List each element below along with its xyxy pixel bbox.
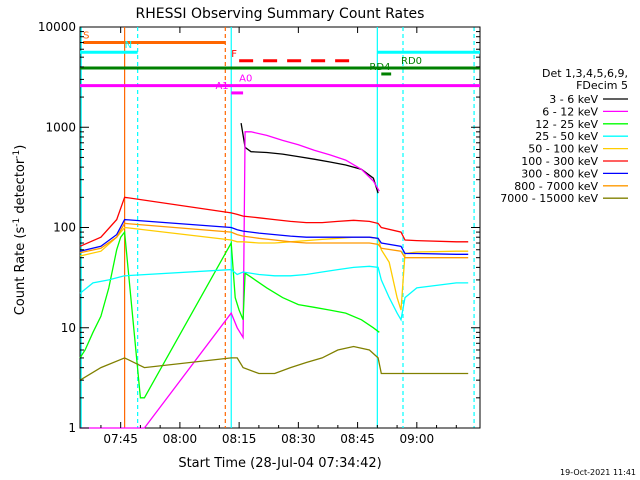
legend-label-5: 100 - 300 keV: [521, 155, 598, 168]
y-tick-label-4: 10000: [38, 20, 76, 34]
legend-label-0: 3 - 6 keV: [549, 93, 598, 106]
x-tick-label-5: 09:00: [400, 432, 435, 446]
y-axis-label-sup2: -1: [12, 150, 22, 159]
state-bar-label-3: F: [231, 49, 237, 60]
state-bar-label-7: A1: [215, 81, 228, 92]
y-tick-label-2: 100: [53, 221, 76, 235]
state-bar-label-4: RD0: [401, 56, 422, 67]
timestamp: 19-Oct-2021 11:41: [560, 468, 636, 477]
state-bar-label-1: N: [125, 40, 132, 51]
state-bar-label-0: S: [83, 31, 89, 42]
y-tick-label-3: 1000: [45, 120, 76, 134]
x-tick-label-0: 07:45: [103, 432, 138, 446]
series-line-8: [79, 345, 469, 381]
series-line-7: [79, 222, 469, 259]
y-axis-label-sup: -1: [12, 218, 22, 227]
legend-header-1: FDecim 5: [576, 79, 628, 92]
legend-label-3: 25 - 50 keV: [535, 130, 598, 143]
y-axis-label-main: Count Rate (s: [13, 227, 28, 316]
series-line-2: [79, 230, 380, 399]
legend-header-0: Det 1,3,4,5,6,9,: [542, 67, 628, 80]
x-tick-label-4: 08:45: [340, 432, 375, 446]
chart-title: RHESSI Observing Summary Count Rates: [136, 6, 425, 22]
y-tick-label-1: 10: [61, 321, 76, 335]
x-tick-label-3: 08:30: [281, 432, 316, 446]
y-axis-label-mid: detector: [13, 158, 28, 218]
legend-label-6: 300 - 800 keV: [521, 167, 598, 180]
series-line-3: [79, 265, 469, 322]
series-line-4: [79, 226, 469, 311]
legend-label-2: 12 - 25 keV: [535, 118, 598, 131]
series-line-6: [79, 218, 469, 255]
legend-label-4: 50 - 100 keV: [528, 143, 598, 156]
legend-label-1: 6 - 12 keV: [542, 105, 598, 118]
legend-label-7: 800 - 7000 keV: [514, 180, 598, 193]
legend-label-8: 7000 - 15000 keV: [500, 192, 598, 205]
x-axis-label: Start Time (28-Jul-04 07:34:42): [178, 456, 381, 471]
x-tick-label-1: 08:00: [163, 432, 198, 446]
plot-frame: [79, 26, 481, 429]
y-tick-label-0: 1: [68, 421, 76, 435]
y-axis-label-end: ): [13, 145, 28, 150]
state-bar-label-6: A0: [239, 74, 252, 85]
series-line-5: [79, 196, 469, 247]
y-axis-label: Count Rate (s-1 detector-1): [12, 145, 28, 316]
series-line-1: [80, 131, 380, 429]
plot-area: S N F RD0 RD4 A0 A1 07:45 08:00 08:15 08:30 08:45 09…: [38, 20, 481, 446]
x-tick-label-2: 08:15: [222, 432, 257, 446]
state-bar-label-5: RD4: [369, 62, 390, 73]
